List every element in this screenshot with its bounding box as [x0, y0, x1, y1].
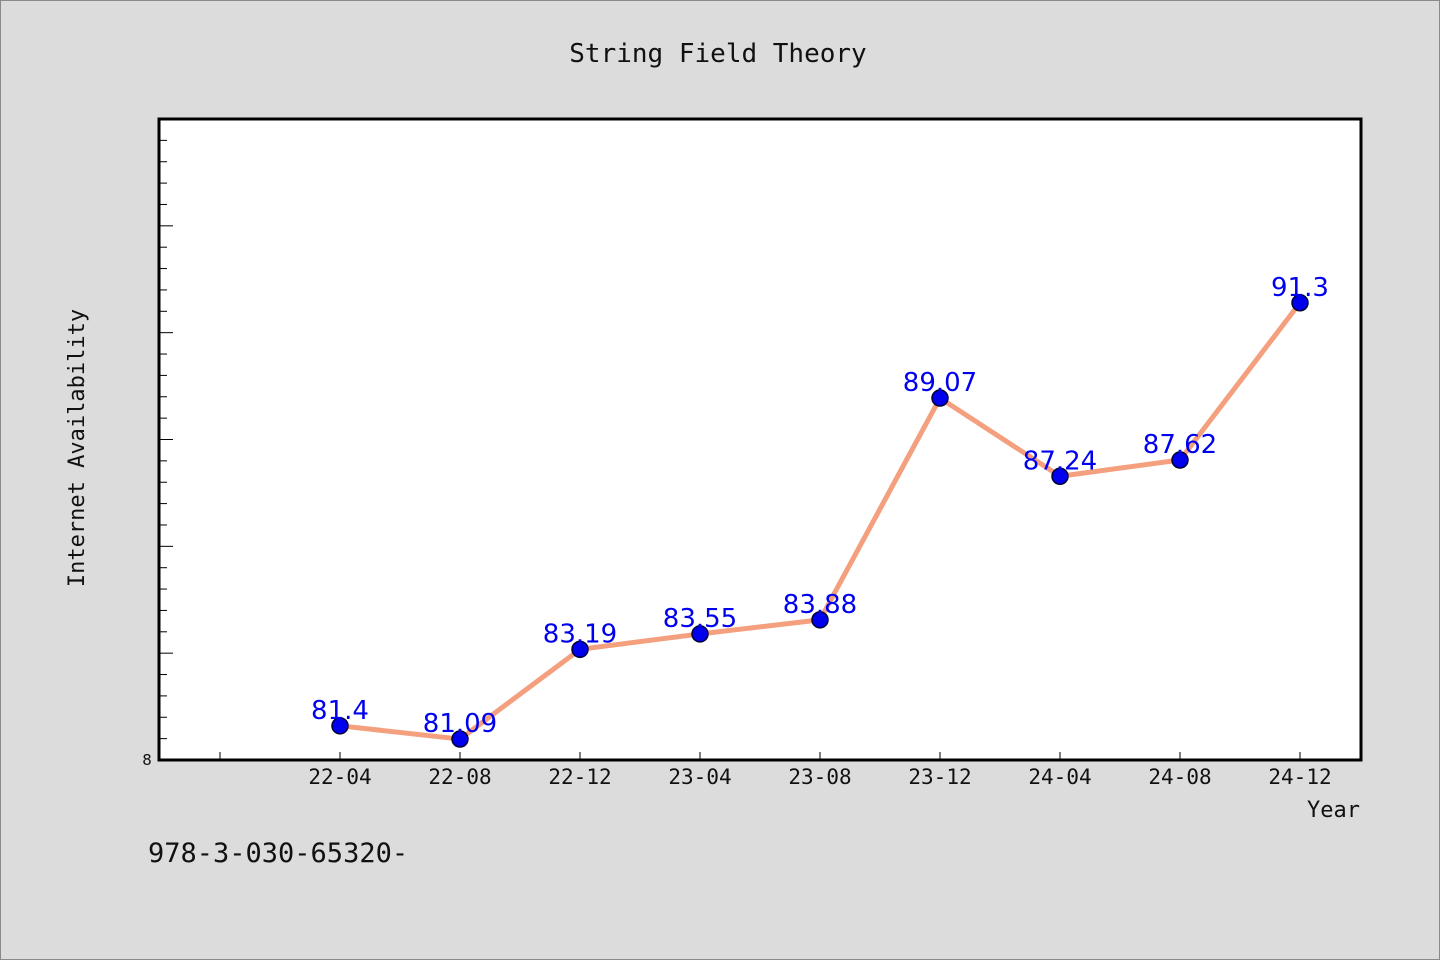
data-point	[451, 730, 469, 748]
y-axis-bottom-tick-label: 8	[142, 751, 152, 769]
x-tick-label: 24-04	[1028, 765, 1091, 789]
x-tick-label: 24-12	[1268, 765, 1331, 789]
x-tick-label: 23-12	[908, 765, 971, 789]
x-tick-label: 22-12	[548, 765, 611, 789]
data-label: 91.3	[1271, 273, 1329, 303]
y-axis-label: Internet Availability	[65, 309, 90, 587]
data-point	[1291, 294, 1309, 312]
data-label: 81.4	[311, 696, 369, 726]
x-tick-label: 23-04	[668, 765, 731, 789]
data-point	[931, 389, 949, 407]
series-layer: 81.4 81.09 83.19 83.55 83.88 89.07 87.24 87.62 9…	[311, 273, 1329, 748]
data-point	[1051, 467, 1069, 486]
data-point	[691, 625, 709, 643]
x-axis-label: Year	[1307, 798, 1360, 823]
data-label: 83.55	[663, 604, 737, 634]
data-point	[571, 640, 589, 659]
x-tick-label: 23-08	[788, 765, 851, 789]
data-label: 83.19	[543, 619, 617, 649]
chart-title: String Field Theory	[569, 39, 866, 69]
footer-text: 978-3-030-65320-	[148, 838, 408, 869]
x-axis-ticks: 22-04 22-08 22-12 23-04 23-08 23-12 24-04 24-08…	[219, 752, 1332, 789]
data-label: 87.24	[1023, 446, 1097, 476]
plot-area	[157, 117, 1363, 762]
y-axis-ticks	[159, 139, 173, 740]
x-tick-label: 22-04	[308, 765, 371, 789]
data-point	[1171, 451, 1189, 469]
data-label: 83.88	[783, 590, 857, 620]
data-label: 87.62	[1143, 430, 1217, 460]
x-tick-label: 22-08	[428, 765, 491, 789]
data-label: 89.07	[903, 368, 977, 398]
data-point	[811, 611, 829, 629]
data-label: 81.09	[423, 709, 497, 739]
data-point	[331, 717, 349, 735]
x-tick-label: 24-08	[1148, 765, 1211, 789]
